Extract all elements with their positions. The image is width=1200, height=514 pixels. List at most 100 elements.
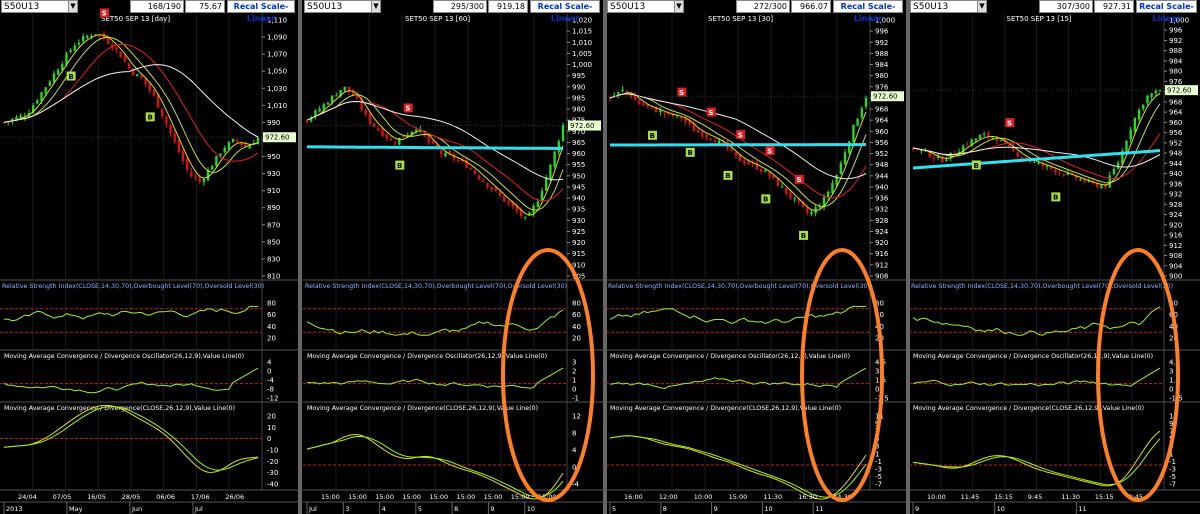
candle-body — [962, 145, 965, 154]
recal-scale-button[interactable]: Recal Scale-Linear — [227, 0, 295, 23]
candle-body — [864, 97, 868, 107]
candle-body — [498, 192, 502, 196]
price-tick-label: 936 — [1169, 180, 1183, 188]
buy-signal-label: B — [973, 162, 978, 170]
price-tick-label: 944 — [875, 172, 889, 180]
sell-signal-label: S — [767, 147, 772, 155]
symbol-select[interactable]: S50U13 — [304, 0, 374, 13]
buy-signal-label: B — [147, 114, 152, 122]
candle-body — [356, 94, 359, 99]
candle-body — [211, 166, 214, 170]
macd-tick-label: -4 — [572, 481, 580, 489]
candle-body — [545, 177, 548, 191]
candle-body — [1079, 179, 1082, 181]
symbol-dropdown-icon[interactable]: ▼ — [674, 0, 684, 13]
moving-average-line — [3, 64, 259, 138]
oscillator-line — [306, 367, 564, 389]
candle-body — [339, 90, 342, 97]
date-group-label: 9 — [490, 505, 494, 513]
candle-body — [236, 139, 239, 142]
price-tick-label: 996 — [1169, 27, 1183, 35]
candle-body — [671, 114, 675, 117]
symbol-select[interactable]: S50U13 — [910, 0, 980, 13]
date-tick-label: 9:45 — [1028, 493, 1043, 501]
candle-body — [1003, 140, 1007, 143]
sell-signal-marker — [403, 103, 413, 113]
candle-body — [377, 128, 380, 131]
date-tick-label: 15:00 — [511, 493, 530, 501]
candle-body — [331, 95, 334, 103]
candle-body — [966, 144, 969, 146]
symbol-dropdown-icon[interactable]: ▼ — [371, 0, 381, 13]
candle-body — [190, 171, 193, 176]
date-group-label: 2013 — [6, 505, 23, 513]
candle-body — [701, 132, 704, 137]
candle-body — [1029, 161, 1032, 163]
candle-body — [751, 163, 754, 165]
candle-body — [440, 149, 443, 155]
candle-body — [911, 148, 915, 150]
candle-body — [40, 92, 43, 102]
macd-tick-label: -10 — [267, 447, 278, 455]
date-tick-label: 26/06 — [225, 493, 244, 501]
candle-body — [482, 180, 485, 182]
date-tick-label: 15:00 — [321, 493, 340, 501]
candle-body — [148, 83, 151, 91]
highlight-ellipse — [501, 248, 595, 502]
candle-body — [848, 141, 851, 153]
moving-average-line — [3, 34, 259, 179]
date-tick-label: 16:30 — [798, 493, 817, 501]
price-readout: 927.31 — [1094, 0, 1134, 13]
candle-body — [557, 140, 560, 153]
date-tick-label: 15:15 — [1095, 493, 1114, 501]
sell-signal-marker — [765, 146, 775, 156]
candle-body — [920, 150, 923, 152]
candle-body — [1146, 95, 1149, 104]
price-tick-label: 930 — [267, 170, 280, 178]
candle-body — [473, 170, 477, 174]
rsi-tick-label: 80 — [1169, 299, 1178, 307]
date-group-label: 4 — [382, 505, 386, 513]
candle-body — [227, 142, 231, 150]
rsi-tick-label: 80 — [572, 299, 581, 307]
buy-signal-label: B — [801, 232, 806, 240]
bar-counter: 168/190 — [130, 0, 184, 13]
candle-body — [776, 177, 780, 186]
candle-body — [549, 164, 552, 179]
candle-body — [106, 37, 110, 44]
candle-body — [1137, 109, 1141, 120]
date-tick-label: 15:00 — [402, 493, 421, 501]
price-tick-label: 904 — [1169, 262, 1183, 270]
symbol-dropdown-icon[interactable]: ▼ — [977, 0, 987, 13]
rsi-tick-label: 20 — [267, 335, 276, 343]
candle-body — [1142, 104, 1145, 109]
buy-signal-marker — [685, 147, 695, 157]
candle-body — [1041, 162, 1044, 166]
candle-body — [305, 120, 309, 123]
price-tick-label: 990 — [267, 119, 280, 127]
candle-body — [1037, 162, 1040, 164]
price-tick-label: 940 — [1169, 170, 1182, 178]
candle-body — [490, 186, 493, 190]
candle-body — [843, 152, 847, 165]
buy-signal-label: B — [725, 172, 730, 180]
recal-scale-button[interactable]: Recal Scale-Linear — [1136, 0, 1197, 23]
candle-body — [244, 144, 247, 148]
price-tick-label: 940 — [875, 183, 888, 191]
candle-body — [44, 87, 47, 93]
candle-body — [553, 151, 556, 167]
symbol-dropdown-icon[interactable]: ▼ — [68, 0, 78, 13]
candle-body — [161, 108, 164, 117]
recal-scale-button[interactable]: Recal Scale-Linear — [833, 0, 903, 23]
recal-scale-button[interactable]: Recal Scale-Linear — [530, 0, 600, 23]
date-tick-label: 10:00 — [694, 493, 713, 501]
oscillator-tick-label: -4 — [267, 377, 275, 385]
candle-body — [932, 157, 936, 159]
symbol-select[interactable]: S50U13 — [1, 0, 71, 13]
moving-average-line — [609, 93, 867, 208]
symbol-select[interactable]: S50U13 — [607, 0, 677, 13]
date-group-label: 9 — [714, 505, 718, 513]
price-tick-label: 905 — [572, 273, 585, 281]
candle-body — [638, 100, 641, 105]
oscillator-tick-label: 0 — [267, 368, 271, 376]
